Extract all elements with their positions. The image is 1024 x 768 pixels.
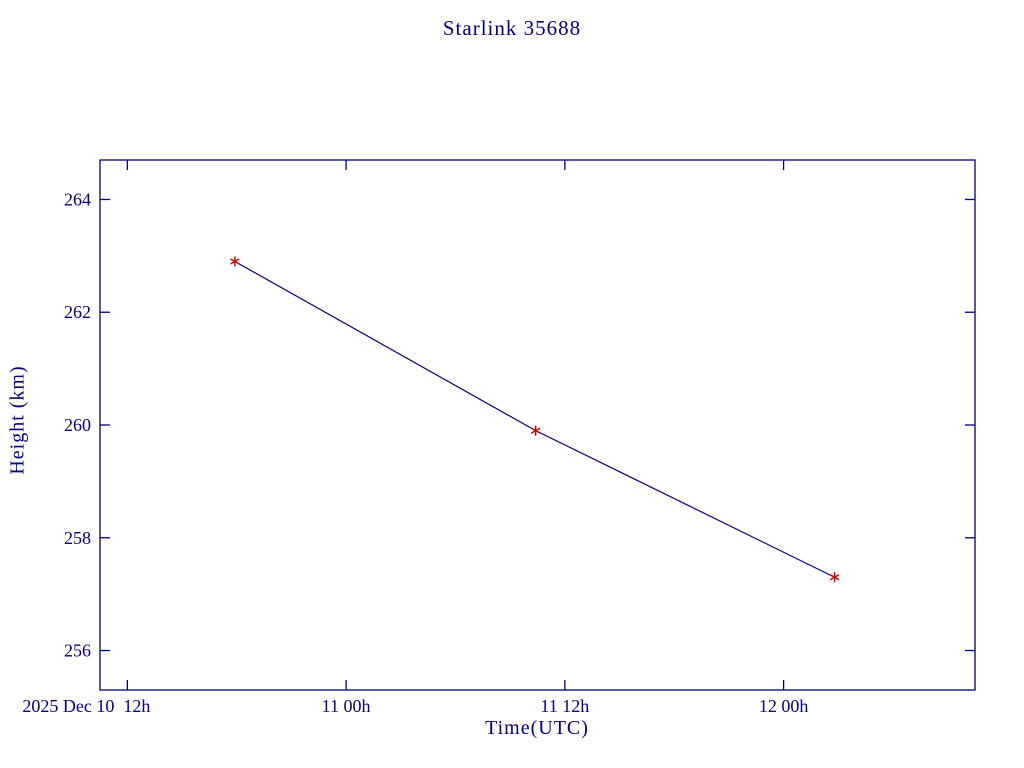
y-tick-label: 262 (64, 302, 91, 322)
x-tick-label: 11 12h (540, 696, 589, 716)
series-line (234, 260, 835, 578)
x-tick-label: 2025 Dec 10 12h (22, 696, 150, 716)
y-tick-label: 264 (64, 189, 91, 209)
data-point-marker (531, 427, 541, 434)
plot-frame (99, 159, 976, 691)
y-tick-label: 256 (64, 641, 91, 661)
data-point-marker (830, 574, 840, 581)
chart-title: Starlink 35688 (442, 16, 582, 40)
x-axis-label: Time(UTC) (485, 717, 589, 739)
data-point-marker (230, 258, 240, 265)
y-tick-label: 260 (64, 415, 91, 435)
x-tick-label: 12 00h (759, 696, 809, 716)
y-tick-label: 258 (64, 528, 91, 548)
x-tick-label: 11 00h (322, 696, 371, 716)
